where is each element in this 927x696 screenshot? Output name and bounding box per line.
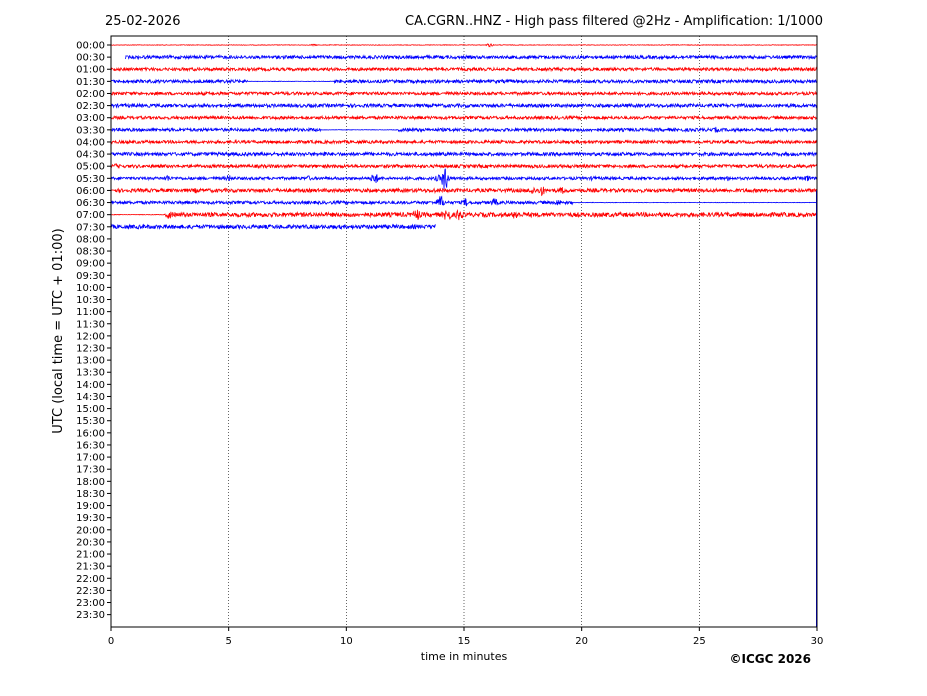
y-tick-label: 19:00 (76, 501, 105, 512)
y-tick-label: 11:30 (76, 319, 105, 330)
y-tick-label: 07:30 (76, 222, 105, 233)
x-tick-label: 0 (108, 636, 114, 647)
y-tick-label: 21:00 (76, 550, 105, 561)
y-tick-label: 20:30 (76, 537, 105, 548)
trace-0200 (110, 90, 817, 97)
trace-0100 (110, 66, 817, 73)
y-tick-label: 15:30 (76, 416, 105, 427)
copyright-text: ©ICGC 2026 (729, 652, 811, 666)
y-tick-label: 18:00 (76, 477, 105, 488)
y-tick-label: 13:30 (76, 368, 105, 379)
trace-0730 (110, 223, 436, 231)
y-tick-label: 05:00 (76, 162, 105, 173)
y-tick-label: 18:30 (76, 489, 105, 500)
y-tick-label: 11:00 (76, 307, 105, 318)
y-tick-label: 10:00 (76, 283, 105, 294)
y-tick-label: 03:30 (76, 125, 105, 136)
y-tick-label: 06:30 (76, 198, 105, 209)
trace-0000 (110, 43, 817, 48)
y-tick-label: 01:00 (76, 65, 105, 76)
trace-0700 (110, 209, 817, 221)
y-axis-ticks: 00:0000:3001:0001:3002:0002:3003:0003:30… (76, 41, 111, 621)
y-tick-label: 10:30 (76, 295, 105, 306)
y-tick-label: 04:30 (76, 150, 105, 161)
x-axis-ticks: 0 5 10 15 20 25 30 (108, 627, 824, 647)
y-tick-label: 23:00 (76, 598, 105, 609)
y-tick-label: 02:00 (76, 89, 105, 100)
y-tick-label: 15:00 (76, 404, 105, 415)
x-tick-label: 15 (458, 636, 471, 647)
x-tick-label: 25 (693, 636, 706, 647)
plot-area-frame (110, 35, 818, 628)
x-axis-label: time in minutes (421, 650, 508, 663)
y-tick-label: 16:00 (76, 428, 105, 439)
trace-0330 (110, 126, 817, 134)
trace-0500 (110, 163, 817, 170)
x-tick-label: 5 (225, 636, 231, 647)
y-tick-label: 09:00 (76, 259, 105, 270)
y-tick-label: 23:30 (76, 610, 105, 621)
y-tick-label: 21:30 (76, 562, 105, 573)
chart-title: CA.CGRN..HNZ - High pass filtered @2Hz -… (405, 14, 823, 29)
trace-0030 (124, 53, 818, 61)
y-tick-label: 22:30 (76, 586, 105, 597)
y-tick-label: 17:00 (76, 453, 105, 464)
x-tick-label: 10 (340, 636, 353, 647)
y-tick-label: 00:30 (76, 53, 105, 64)
seismic-traces (110, 43, 818, 627)
y-tick-label: 08:00 (76, 234, 105, 245)
y-tick-label: 22:00 (76, 574, 105, 585)
x-tick-label: 20 (575, 636, 588, 647)
y-tick-label: 06:00 (76, 186, 105, 197)
trace-0630 (110, 195, 817, 207)
y-tick-label: 17:30 (76, 465, 105, 476)
y-tick-label: 14:00 (76, 380, 105, 391)
y-tick-label: 00:00 (76, 41, 105, 52)
trace-0530 (110, 168, 817, 190)
y-tick-label: 03:00 (76, 113, 105, 124)
y-tick-label: 19:30 (76, 513, 105, 524)
trace-0430 (110, 150, 817, 158)
x-tick-label: 30 (811, 636, 824, 647)
y-tick-label: 05:30 (76, 174, 105, 185)
trace-0130 (110, 78, 817, 85)
x-gridlines (228, 36, 700, 627)
y-tick-label: 12:00 (76, 331, 105, 342)
y-axis-label: UTC (local time = UTC + 01:00) (51, 228, 66, 433)
trace-0230 (110, 102, 817, 109)
y-tick-label: 02:30 (76, 101, 105, 112)
y-tick-label: 12:30 (76, 344, 105, 355)
y-tick-label: 07:00 (76, 210, 105, 221)
y-tick-label: 20:00 (76, 525, 105, 536)
y-tick-label: 14:30 (76, 392, 105, 403)
y-tick-label: 04:00 (76, 137, 105, 148)
trace-0300 (110, 114, 817, 121)
y-tick-label: 13:00 (76, 356, 105, 367)
trace-0400 (110, 138, 817, 145)
y-tick-label: 09:30 (76, 271, 105, 282)
chart-date: 25-02-2026 (105, 14, 181, 29)
y-tick-label: 01:30 (76, 77, 105, 88)
trace-0600 (110, 186, 817, 197)
y-tick-label: 16:30 (76, 440, 105, 451)
y-tick-label: 08:30 (76, 247, 105, 258)
